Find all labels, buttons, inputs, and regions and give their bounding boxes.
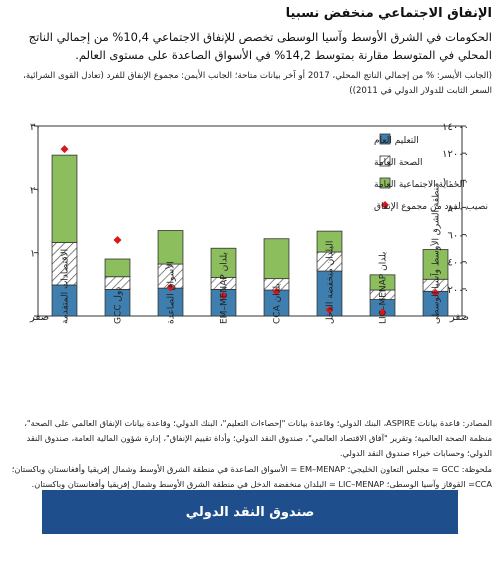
legend-marker [381,201,389,209]
category-label: الأسواق الصاعدة [165,261,177,324]
per-capita-marker [325,305,334,314]
right-axis-tick-label: ١٠٠٠٠ [442,176,469,187]
left-axis-tick-label: صفر [29,312,49,323]
plot-frame [37,125,463,317]
category-label: البلدان منخفضة الدخل [326,241,336,324]
left-axis-tick-label: ١٠ [30,249,41,260]
page-title: الإنفاق الاجتماعي منخفض نسبيا [285,6,492,21]
right-axis-tick-label: ٦٠٠٠ [448,231,469,242]
category-label: بلدان LIC–MENAP [379,252,389,324]
right-axis-tick-label: ١٢٠٠٠ [442,149,469,160]
left-axis-tick-label: ٣٠ [30,122,41,133]
legend-swatch [379,155,391,167]
imf-brand-banner: صندوق النقد الدولي [42,490,458,534]
per-capita-marker [431,288,440,297]
per-capita-marker [378,308,387,317]
bar-segment [316,230,343,253]
bar-segment [210,247,237,278]
legend-label: نصيب الفرد من مجموع الإنفاق [374,202,488,212]
right-axis-tick-label: صفر [449,312,469,323]
legend-label: الصحة العامة [374,158,423,168]
chart-units-note: (الجانب الأيسر: % من إجمالي الناتج المحل… [23,71,492,96]
bar-segment [369,274,396,291]
right-axis-tick-label: ١٤٠٠٠ [442,122,469,133]
legend-swatch [379,133,391,145]
bar-segment [422,249,449,280]
category-label: بلدان EM–MENAP [220,252,230,324]
page-subtitle: الحكومات في الشرق الأوسط وآسيا الوسطى تخ… [28,30,492,62]
right-axis-tick-label: ٤٠٠٠ [448,258,469,269]
brand-name: صندوق النقد الدولي [185,504,315,520]
left-axis-tick-label: ٢٠ [30,185,41,196]
per-capita-marker [60,145,69,154]
sources-note: المصادر: قاعدة بيانات ASPIRE، البنك الدو… [24,418,492,458]
category-label: الاقتصادات المتقدمة [61,249,71,324]
right-axis-tick-label: ٢٠٠٠ [448,285,469,296]
stacked-bar-chart: صفر ١٠ ٢٠ ٣٠ صفر ٢٠٠٠ ٤٠٠٠ ٦٠٠٠ ٨٠٠٠ ١٠٠٠٠ ١٢٠٠٠ ١٤… [29,122,488,324]
bar-segment [104,258,131,278]
abbreviations-note: ملحوظة: GCC = مجلس التعاون الخليجي؛ EM–M… [11,464,492,489]
right-axis-tick-label: ٨٠٠٠ [448,203,469,214]
bar-segment [104,288,131,317]
per-capita-marker [219,291,228,300]
bar-segment [51,242,78,286]
category-label: منطقة الشرق الأوسط وآسيا الوسطى [430,183,442,324]
bar-segment [263,238,290,280]
legend-label: الحماية الاجتماعية العامة [374,180,465,190]
bar-segment [157,287,184,317]
bar-segment [157,230,184,265]
per-capita-marker [272,287,281,296]
category-label: دول GCC [114,287,124,324]
per-capita-marker [113,236,122,244]
legend-swatch [379,177,391,189]
category-label: بلدان CCA [273,283,283,324]
bar-segment [51,154,78,243]
legend-label: التعليم العام [374,136,419,146]
per-capita-marker [166,283,175,292]
